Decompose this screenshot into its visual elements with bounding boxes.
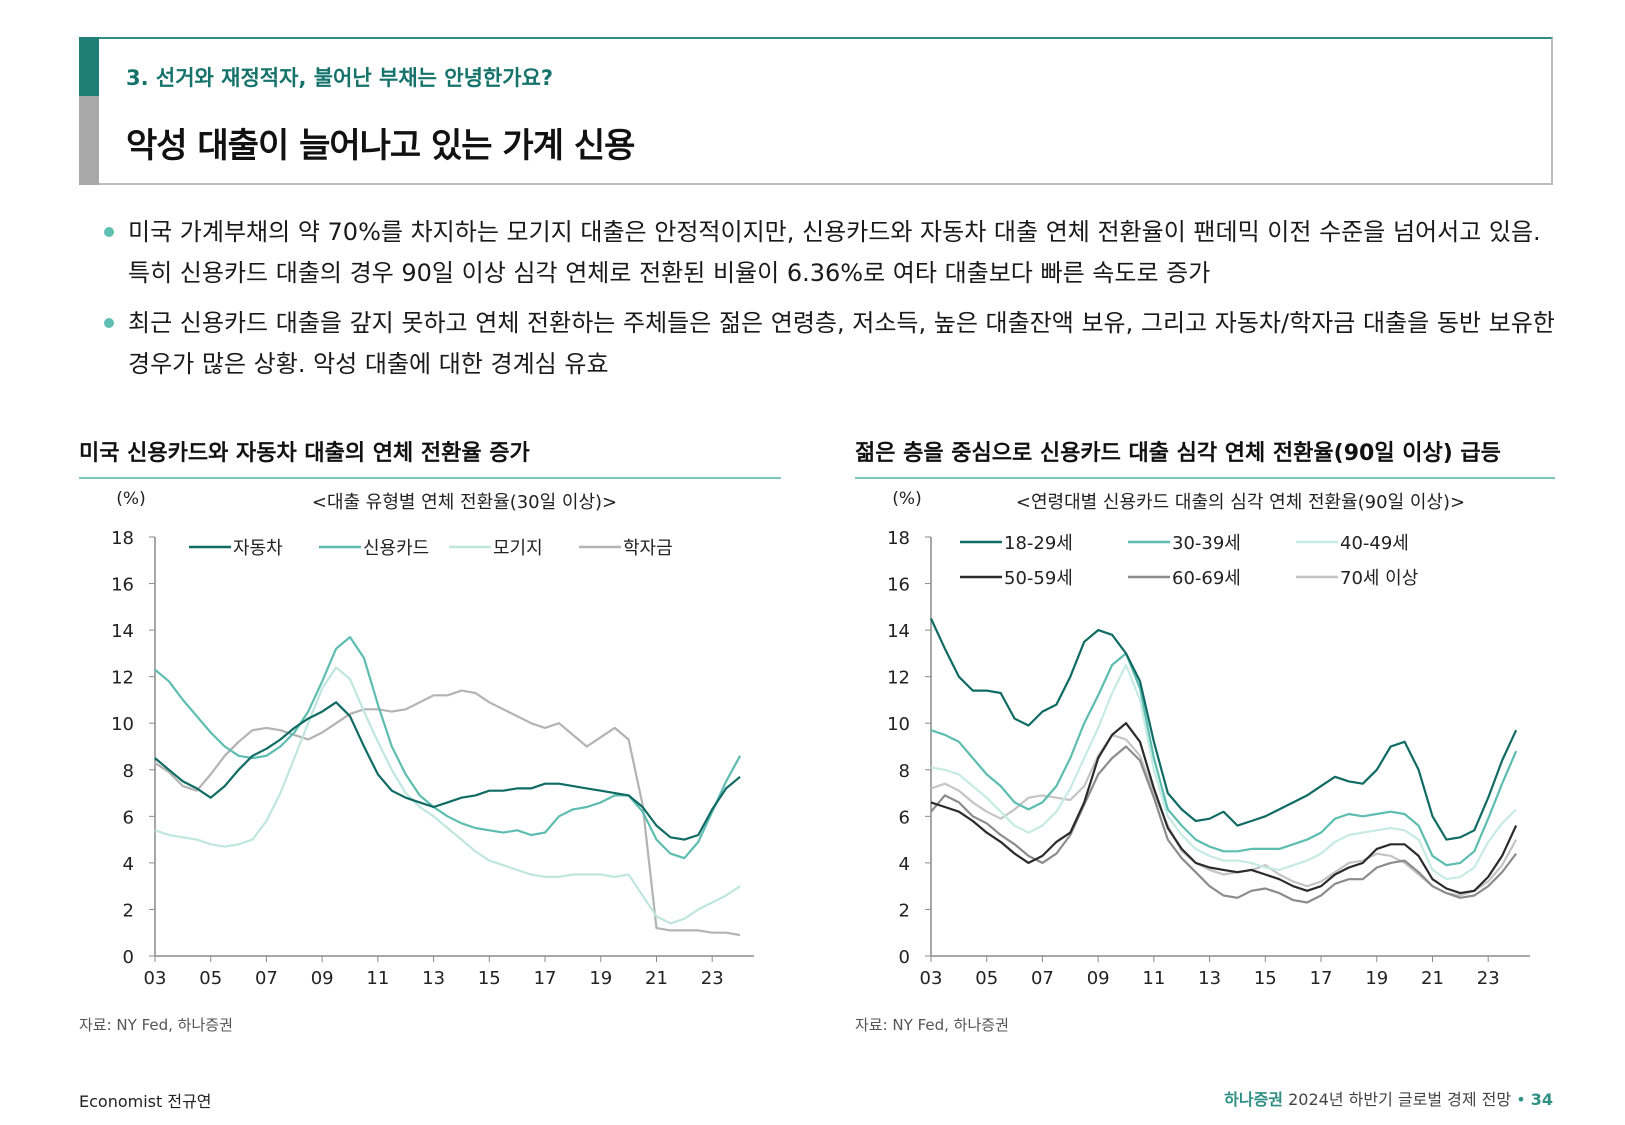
left-chart-heading: 미국 신용카드와 자동차 대출의 연체 전환율 증가 [79,441,530,466]
series-line-3 [154,666,741,925]
y-axis-unit: (%) [892,490,921,509]
legend-label: 30-39세 [1172,533,1241,554]
page-title: 악성 대출이 늘어나고 있는 가계 신용 [126,126,635,166]
bullet-item-2: 최근 신용카드 대출을 갚지 못하고 연체 전환하는 주체들은 젊은 연령층, … [104,303,1564,385]
x-tick-label: 15 [478,968,501,989]
series-line-2 [154,636,742,860]
y-tick-label: 4 [123,854,134,875]
x-tick-label: 09 [311,968,334,989]
series-line-3 [930,663,1517,881]
chart-title: <대출 유형별 연체 전환율(30일 이상)> [312,492,617,513]
x-tick-label: 07 [1031,968,1054,989]
bullet-text: 최근 신용카드 대출을 갚지 못하고 연체 전환하는 주체들은 젊은 연령층, … [128,309,1555,378]
x-tick-label: 11 [366,968,389,989]
y-tick-label: 2 [123,900,134,921]
y-tick-label: 12 [887,668,910,689]
x-tick-label: 17 [1310,968,1333,989]
x-tick-label: 21 [645,968,668,989]
series-line-1 [930,618,1518,841]
legend-label: 60-69세 [1172,568,1241,589]
legend-label: 18-29세 [1004,533,1073,554]
left-chart: <대출 유형별 연체 전환율(30일 이상)> (%) 0 2 4 6 8 10 12 14 16 1… [111,490,754,989]
y-tick-label: 6 [123,807,134,828]
right-chart-source: 자료: NY Fed, 하나증권 [855,1016,1009,1034]
legend-label: 학자금 [623,538,673,559]
series-line-6 [930,733,1518,897]
y-tick-label: 6 [899,807,910,828]
right-chart-heading: 젊은 층을 중심으로 신용카드 대출 심각 연체 전환율(90일 이상) 급등 [855,441,1501,466]
legend-label: 신용카드 [363,538,429,559]
legend-label: 50-59세 [1004,568,1073,589]
bullet-dot [104,318,114,328]
right-chart: <연령대별 신용카드 대출의 심각 연체 전환율(90일 이상)> (%) 0 2 4 6… [887,490,1530,989]
x-tick-label: 15 [1254,968,1277,989]
y-tick-label: 14 [887,621,910,642]
bullet-text: 미국 가계부채의 약 70%를 차지하는 모기지 대출은 안정적이지만, 신용카… [128,218,1541,287]
x-tick-label: 09 [1087,968,1110,989]
y-tick-label: 18 [111,528,134,549]
title-accent-bar [79,96,99,185]
x-tick-label: 11 [1142,968,1165,989]
x-tick-label: 13 [1198,968,1221,989]
series-line-1 [154,701,741,841]
y-axis-unit: (%) [116,490,145,509]
y-tick-label: 0 [123,947,134,968]
y-tick-label: 18 [887,528,910,549]
y-tick-label: 16 [887,575,910,596]
footer-report-title: 2024년 하반기 글로벌 경제 전망 [1288,1090,1512,1109]
legend-label: 40-49세 [1340,533,1409,554]
footer-author: Economist 전규연 [79,1092,212,1111]
x-tick-label: 19 [1365,968,1388,989]
section-label: 3. 선거와 재정적자, 불어난 부채는 안녕한가요? [126,66,554,90]
footer-brand: 하나증권 [1224,1090,1284,1109]
y-tick-label: 10 [111,714,134,735]
y-tick-label: 16 [111,575,134,596]
right-chart-rule [855,477,1555,479]
x-tick-label: 05 [199,968,222,989]
left-chart-source: 자료: NY Fed, 하나증권 [79,1016,233,1034]
footer-report: 하나증권 2024년 하반기 글로벌 경제 전망 • 34 [1224,1086,1553,1110]
series-line-5 [930,745,1517,904]
bullet-item-1: 미국 가계부채의 약 70%를 차지하는 모기지 대출은 안정적이지만, 신용카… [104,212,1564,294]
x-tick-label: 19 [589,968,612,989]
series-line-4 [154,689,741,937]
y-tick-label: 8 [123,761,134,782]
x-tick-label: 23 [701,968,724,989]
series-line-4 [930,722,1518,895]
y-tick-label: 4 [899,854,910,875]
chart-title: <연령대별 신용카드 대출의 심각 연체 전환율(90일 이상)> [1016,492,1465,513]
x-tick-label: 13 [422,968,445,989]
x-tick-label: 07 [255,968,278,989]
footer-separator: • [1516,1090,1526,1109]
y-tick-label: 8 [899,761,910,782]
legend-label: 자동차 [233,538,283,559]
x-tick-label: 05 [975,968,998,989]
section-accent-bar [79,37,99,96]
x-tick-label: 21 [1421,968,1444,989]
x-tick-label: 03 [144,968,167,989]
footer-page-number: 34 [1530,1090,1553,1109]
legend-label: 모기지 [493,538,543,559]
y-tick-label: 10 [887,714,910,735]
y-tick-label: 0 [899,947,910,968]
x-tick-label: 03 [920,968,943,989]
legend-label: 70세 이상 [1340,568,1418,589]
bullet-dot [104,227,114,237]
series-line-2 [930,652,1518,867]
x-tick-label: 17 [534,968,557,989]
y-tick-label: 12 [111,668,134,689]
y-tick-label: 2 [899,900,910,921]
left-chart-rule [79,477,781,479]
y-tick-label: 14 [111,621,134,642]
x-tick-label: 23 [1477,968,1500,989]
